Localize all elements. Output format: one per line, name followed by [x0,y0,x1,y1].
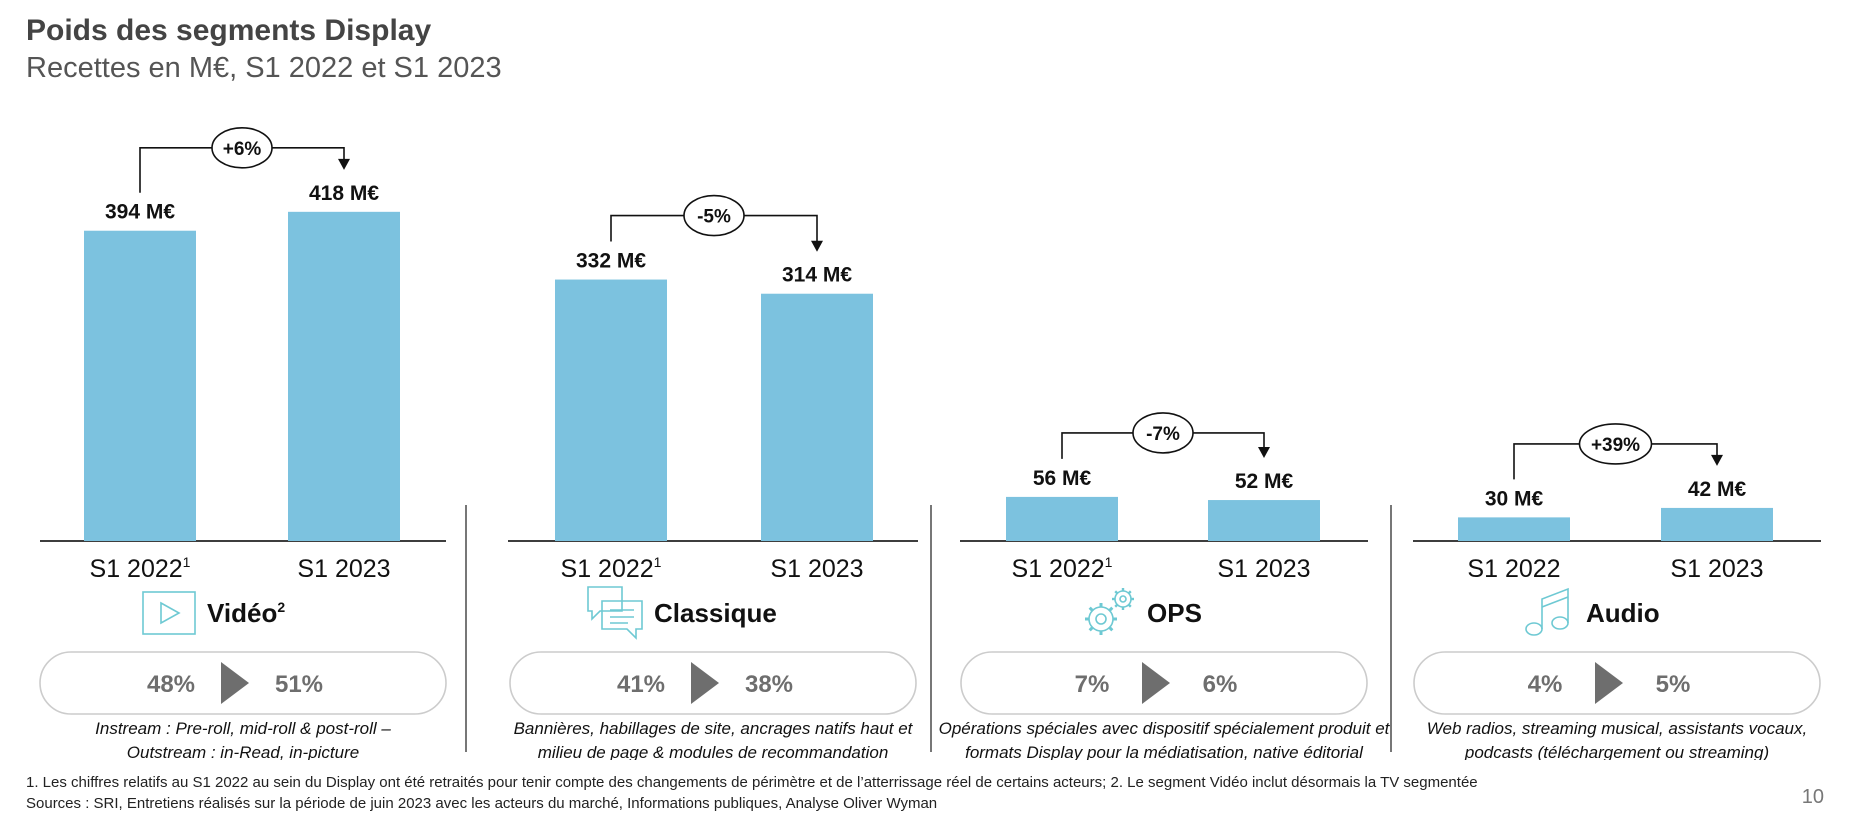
data-label: 30 M€ [1485,487,1544,510]
change-badge-label: -7% [1146,424,1180,445]
data-label: 394 M€ [105,201,175,224]
change-badge [1132,412,1194,454]
share-from: 4% [1528,671,1563,698]
chat-bubble-front [601,600,643,640]
segment-description: formats Display pour la médiatisation, n… [965,743,1364,760]
change-badge [211,127,273,169]
share-arrow-icon [221,662,249,704]
segment-title: Audio [1586,598,1660,628]
share-arrow-icon [1142,662,1170,704]
share-arrow-icon [1595,662,1623,704]
share-to: 51% [275,671,323,698]
gear-tooth [1114,590,1119,595]
share-arrow-icon [691,662,719,704]
change-arrow-head [1258,447,1270,459]
bar [1458,517,1570,541]
segment-description: Opérations spéciales avec dispositif spé… [939,719,1391,738]
share-to: 38% [745,671,793,698]
x-tick-label: S1 2023 [1670,555,1763,583]
change-arrow-head [1711,454,1723,466]
gear-large [1088,606,1114,632]
change-arrow-head [338,158,350,170]
change-badge [1578,423,1653,465]
share-to: 5% [1656,671,1691,698]
gears-icon [1085,588,1134,635]
x-tick-label: S1 2023 [1217,555,1310,583]
sources-note: Sources : SRI, Entretiens réalisés sur l… [26,795,938,812]
change-badge-label: +39% [1591,435,1640,456]
bar [1006,496,1118,541]
gear-small-hub [1119,595,1127,603]
x-tick-label: S1 2022 [1467,555,1560,583]
gear-tooth [1127,590,1132,595]
data-label: 332 M€ [576,250,646,273]
chart-subtitle: Recettes en M€, S1 2022 et S1 2023 [26,52,502,84]
x-tick-label: S1 20221 [1012,554,1113,583]
segment-description: Outstream : in-Read, in-picture [127,743,359,760]
x-tick-label: S1 20221 [90,554,191,583]
change-badge [683,194,745,237]
note-head [1551,616,1569,630]
data-label: 52 M€ [1235,470,1294,493]
segment-description: milieu de page & modules de recommandati… [538,743,889,760]
note-head [1525,622,1543,636]
gear-tooth [1088,626,1094,632]
x-tick-label: S1 2023 [297,555,390,583]
gear-tooth [1127,603,1132,608]
segment-title: Vidéo2 [207,598,285,628]
music-note-icon [1525,587,1569,636]
play-icon-triangle [160,601,181,625]
data-label: 56 M€ [1033,467,1092,490]
gear-tooth [1114,603,1119,608]
bar [555,279,667,541]
data-label: 314 M€ [782,264,852,287]
share-from: 41% [617,671,665,698]
change-arrow-head [811,240,823,252]
bar [1661,507,1773,541]
gear-tooth [1108,606,1114,612]
change-badge-label: +6% [223,139,262,160]
share-from: 48% [147,671,195,698]
share-to: 6% [1203,671,1238,698]
bar [288,211,400,541]
data-label: 418 M€ [309,182,379,205]
bar [84,230,196,541]
x-tick-label: S1 2023 [770,555,863,583]
play-icon-frame [142,591,196,635]
change-badge-label: -5% [697,207,731,228]
data-label: 42 M€ [1688,478,1747,501]
page-number: 10 [1801,786,1824,808]
note-stems [1541,587,1569,629]
share-from: 7% [1075,671,1110,698]
gear-small [1114,590,1132,608]
segment-title: Classique [654,598,777,628]
bar [1208,500,1320,541]
note-beam [1541,596,1569,608]
chat-bubbles-icon [587,586,643,640]
bar [761,293,873,541]
chart-canvas: 394 M€ S1 20221 418 M€ S1 2023 +6% Vidéo2 48% 5… [39,127,1821,760]
footnote: 1. Les chiffres relatifs au S1 2022 au s… [26,774,1478,791]
x-tick-label: S1 20221 [561,554,662,583]
play-icon [142,591,196,635]
chat-bubble-back [587,586,623,621]
segment-description: Web radios, streaming musical, assistant… [1427,719,1807,738]
segment-description: Instream : Pre-roll, mid-roll & post-rol… [95,719,391,738]
chart-title: Poids des segments Display [26,14,432,47]
segment-title: OPS [1147,598,1202,628]
segment-description: Bannières, habillages de site, ancrages … [514,719,914,738]
gear-tooth [1088,606,1094,612]
gear-large-hub [1095,613,1107,625]
gear-tooth [1108,626,1114,632]
segment-description: podcasts (téléchargement ou streaming) [1464,743,1769,760]
